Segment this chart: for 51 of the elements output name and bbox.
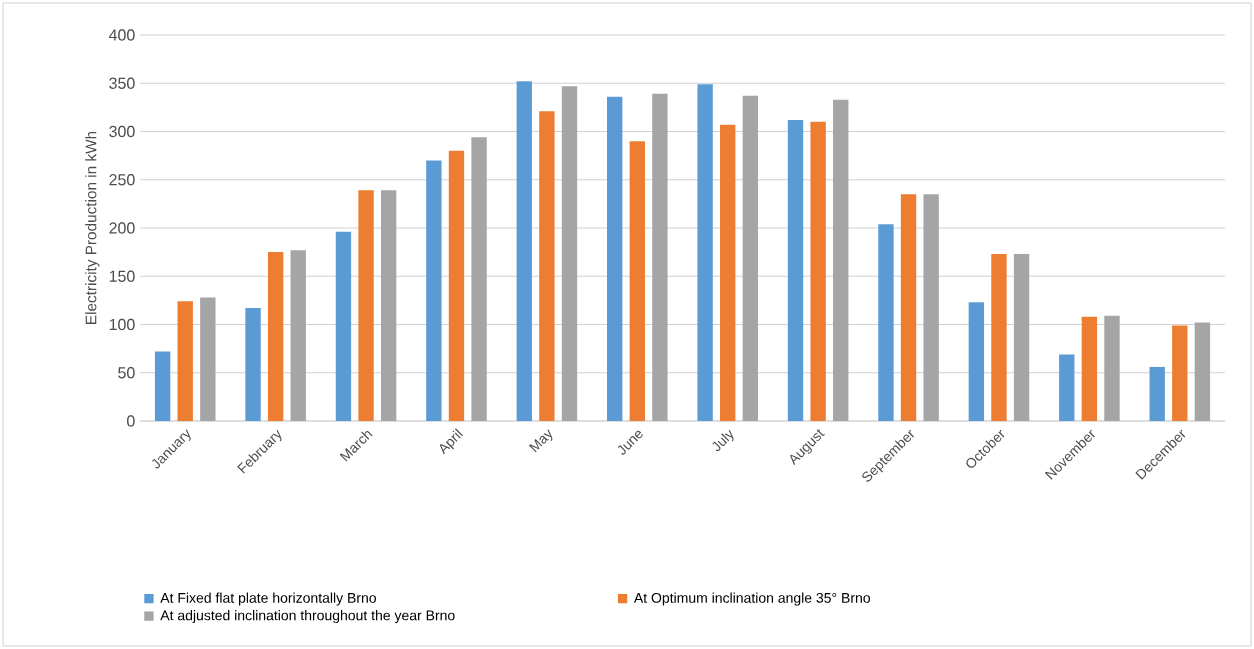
bar — [335, 231, 352, 421]
y-tick-label: 400 — [108, 29, 135, 41]
bar — [900, 194, 917, 421]
bar — [607, 96, 623, 421]
bar — [426, 160, 442, 421]
y-tick-label: 100 — [109, 318, 135, 331]
y-tick-label: 50 — [118, 367, 135, 379]
bar — [629, 141, 645, 421]
y-tick-label: 350 — [109, 77, 135, 89]
x-tick-label: May — [529, 429, 553, 453]
bar — [652, 93, 668, 421]
bar — [177, 301, 193, 421]
x-tick-label: July — [712, 429, 734, 452]
bar — [267, 252, 284, 421]
legend-label: At adjusted inclination throughout the year Brno — [160, 610, 455, 624]
bar — [245, 308, 261, 421]
bar — [516, 81, 532, 421]
y-tick-label: 250 — [109, 174, 135, 186]
bar — [968, 302, 985, 421]
bar — [200, 297, 216, 421]
y-tick-label: 150 — [109, 270, 135, 282]
legend-label: At Optimum inclination angle 35° Brno — [633, 592, 870, 606]
bar — [1013, 254, 1030, 421]
bar — [878, 224, 894, 421]
bar — [787, 119, 804, 421]
bar — [1059, 354, 1075, 421]
bar — [810, 121, 826, 421]
bar — [1194, 322, 1211, 421]
bar — [561, 86, 578, 421]
bar — [290, 250, 306, 421]
legend-label: At Fixed flat plate horizontally Brno — [160, 592, 376, 606]
bar — [1172, 325, 1188, 421]
y-tick-label: 200 — [109, 222, 135, 234]
bar — [1081, 316, 1098, 421]
bar — [742, 95, 758, 421]
bar — [697, 84, 713, 421]
bar — [833, 99, 849, 421]
bar — [923, 194, 939, 421]
bar — [1149, 366, 1165, 421]
bar — [991, 254, 1007, 421]
y-axis-title: Electricity Production in kWh — [85, 131, 100, 324]
bar — [448, 150, 465, 421]
bar — [539, 111, 555, 421]
bar — [471, 137, 487, 421]
bar — [720, 124, 736, 421]
y-tick-label: 0 — [127, 415, 135, 427]
bar — [154, 351, 171, 421]
bar — [380, 190, 397, 421]
bar — [358, 190, 374, 421]
bar — [1104, 315, 1120, 421]
y-tick-label: 300 — [109, 125, 135, 138]
